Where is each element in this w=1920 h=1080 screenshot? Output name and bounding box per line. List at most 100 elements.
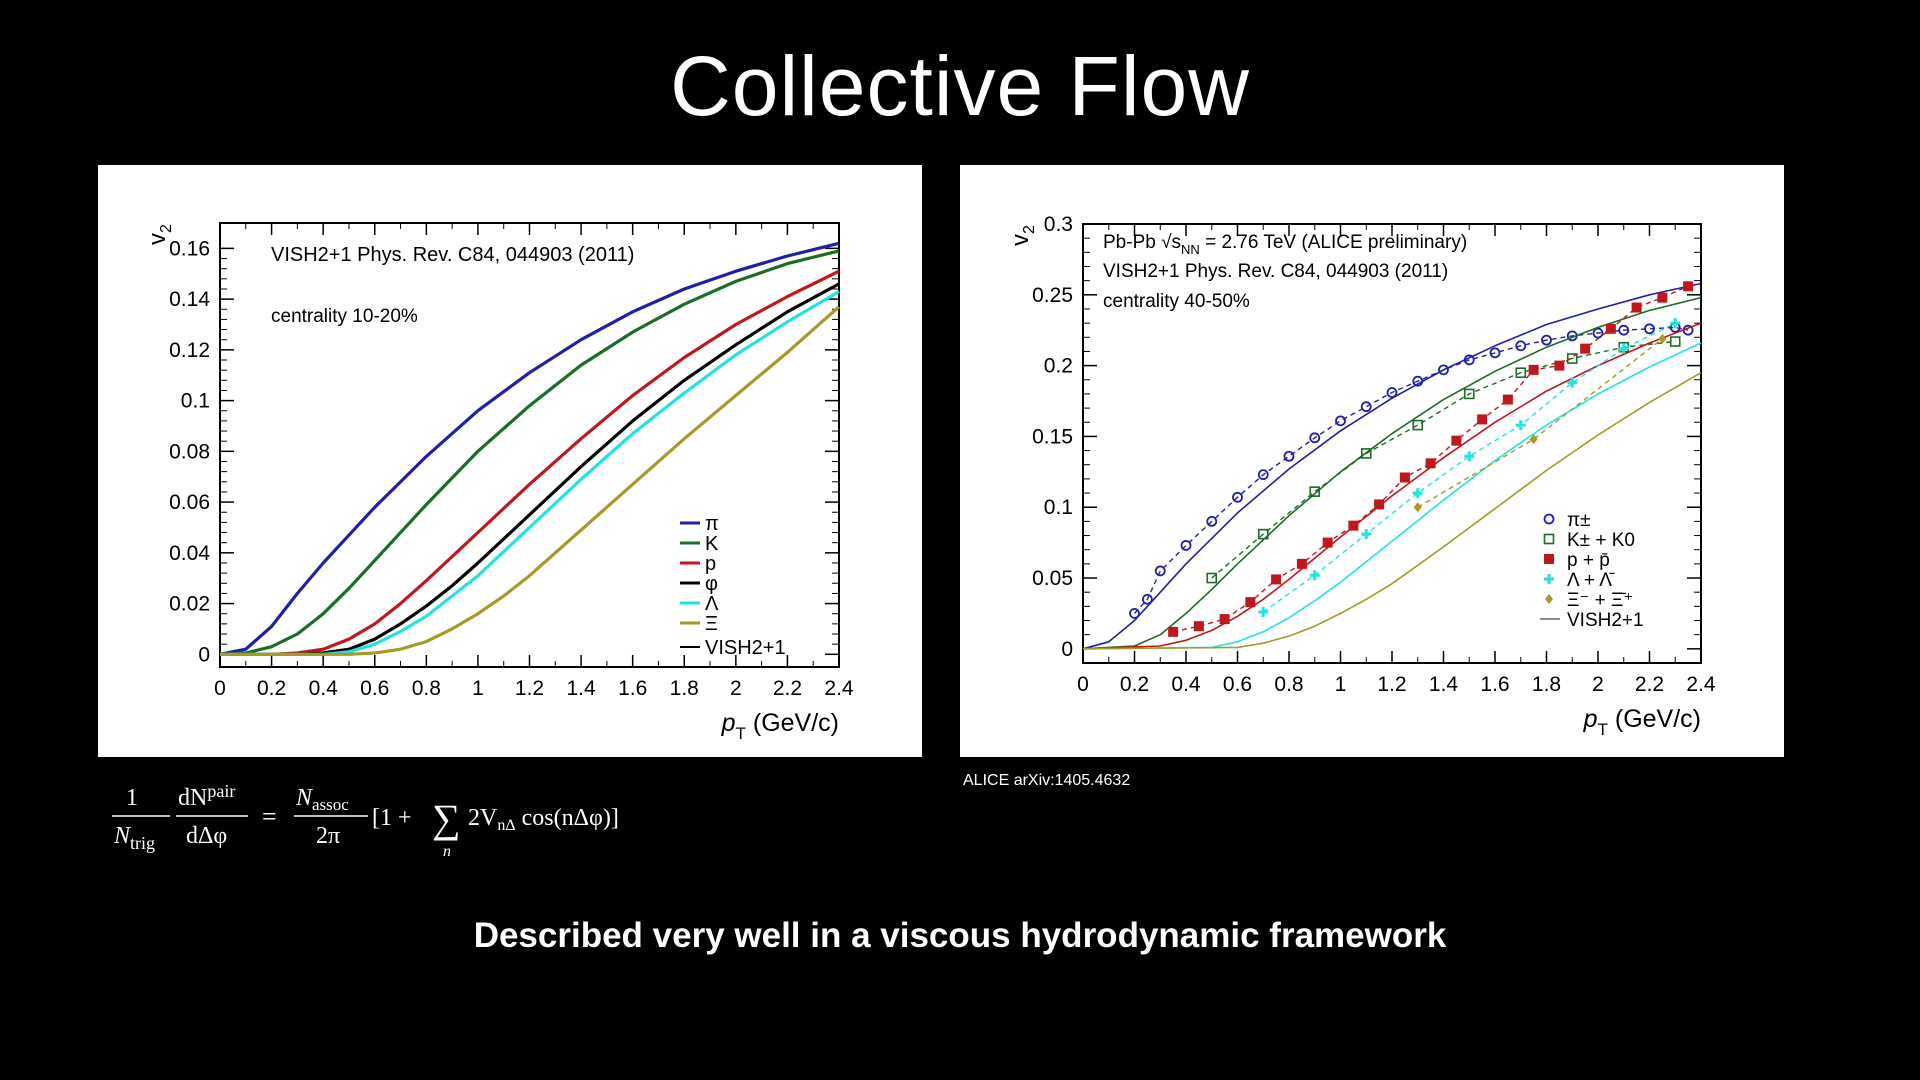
- right-data-point: [1412, 419, 1424, 431]
- left-annotation-reference: VISH2+1 Phys. Rev. C84, 044903 (2011): [271, 244, 634, 266]
- right-data-point: [1580, 343, 1591, 354]
- formula-rhs-num: Nassoc: [295, 785, 349, 814]
- right-x-tick-label: 1.6: [1480, 673, 1509, 696]
- right-data-point: [1374, 499, 1385, 510]
- right-x-tick-label: 0: [1077, 673, 1089, 696]
- formula-sum-index: n: [443, 843, 451, 860]
- right-data-point: [1515, 340, 1527, 352]
- right-data-point: [1567, 377, 1578, 388]
- left-x-tick-label: 0.4: [309, 677, 339, 700]
- left-x-tick-label: 1.2: [515, 677, 544, 700]
- right-data-point: [1541, 334, 1552, 346]
- left-x-tick-label: 1.4: [566, 677, 596, 700]
- formula-rhs-den: 2π: [316, 823, 340, 849]
- right-data-point: [1386, 387, 1398, 398]
- right-data-point: [1271, 574, 1282, 585]
- right-legend-label: p + p̄: [1567, 550, 1610, 571]
- right-data-point: [1592, 327, 1604, 339]
- right-data-point: [1670, 318, 1681, 329]
- right-y-tick-label: 0.2: [1044, 355, 1073, 378]
- right-data-point: [1309, 486, 1321, 497]
- left-y-axis-label: v2: [144, 224, 175, 245]
- formula-lhs-num-2: dNpair: [178, 781, 235, 811]
- right-data-point: [1296, 558, 1307, 569]
- left-legend-label: φ: [705, 573, 718, 595]
- left-y-tick-label: 0.1: [181, 390, 210, 413]
- left-x-tick-label: 0.8: [412, 677, 441, 700]
- left-x-tick-label: 0.6: [360, 677, 389, 700]
- right-data-point: [1245, 597, 1256, 608]
- right-data-point: [1360, 448, 1372, 459]
- right-data-point: [1232, 491, 1243, 503]
- left-series-line-K: [219, 249, 840, 656]
- left-y-tick-label: 0.04: [169, 542, 210, 565]
- right-data-point: [1618, 343, 1629, 354]
- right-data-point: [1464, 451, 1475, 462]
- formula-bracket-open: [1 +: [372, 805, 412, 831]
- right-data-point: [1683, 281, 1694, 292]
- formula-lhs-den-1: Ntrig: [113, 823, 155, 853]
- right-x-tick-label: 1.8: [1532, 673, 1561, 696]
- right-legend-marker: [1543, 513, 1555, 525]
- formula-term: 2VnΔ cos(nΔφ)]: [468, 805, 619, 834]
- right-data-point: [1129, 608, 1140, 619]
- left-series-line-Λ: [220, 290, 840, 656]
- right-data-point: [1206, 515, 1218, 527]
- left-y-tick-label: 0: [198, 643, 210, 666]
- right-data-point: [1348, 520, 1359, 531]
- right-legend-model-label: VISH2+1: [1567, 610, 1644, 631]
- right-data-trend-Ξ⁻ + Ξ̄⁺: [1417, 338, 1663, 508]
- right-data-point: [1219, 614, 1230, 625]
- right-legend-label: Ξ⁻ + Ξ̄⁺: [1567, 590, 1633, 611]
- right-x-axis-label: pT (GeV/c): [1583, 705, 1701, 739]
- left-y-tick-label: 0.02: [169, 593, 210, 616]
- right-data-point: [1335, 415, 1346, 427]
- left-chart-panel: 0 0.2 0.4 0.6 0.8 1 1.2 1.4 1.6 1.8 2 2.2 2.4 0 0.02 0.…: [98, 165, 922, 757]
- right-annotation-collision: Pb-Pb √sNN = 2.76 TeV (ALICE preliminary…: [1103, 232, 1467, 257]
- left-legend-label: π: [705, 513, 719, 535]
- right-data-point: [1489, 347, 1501, 359]
- right-x-tick-label: 0.6: [1223, 673, 1252, 696]
- right-data-point: [1463, 354, 1475, 366]
- right-data-point: [1193, 621, 1204, 632]
- right-data-point: [1361, 529, 1372, 540]
- right-data-point: [1631, 302, 1642, 313]
- right-data-point: [1309, 570, 1320, 581]
- right-data-point: [1412, 375, 1424, 387]
- right-data-point: [1554, 360, 1565, 371]
- slide-caption: Described very well in a viscous hydrody…: [473, 916, 1447, 955]
- right-data-point: [1141, 593, 1153, 605]
- right-data-point: [1502, 394, 1513, 405]
- right-data-point: [1669, 336, 1681, 347]
- right-model-curve-Λ + Λ̄: [1082, 342, 1702, 650]
- right-data-point: [1206, 572, 1218, 584]
- left-x-tick-label: 0: [214, 677, 226, 700]
- right-data-point: [1168, 626, 1179, 637]
- left-x-tick-label: 2: [730, 677, 742, 700]
- right-data-point: [1283, 450, 1295, 462]
- formula-equals: =: [262, 802, 277, 831]
- right-data-point: [1425, 458, 1436, 469]
- right-y-tick-label: 0.05: [1032, 567, 1073, 590]
- right-data-trend-K± + K0: [1211, 340, 1676, 579]
- right-x-tick-label: 0.4: [1171, 673, 1201, 696]
- formula-lhs-den-2: dΔφ: [186, 823, 227, 849]
- right-x-tick-label: 2: [1592, 673, 1604, 696]
- right-data-point: [1360, 401, 1372, 413]
- right-data-point: [1477, 414, 1488, 425]
- left-series-line-Ξ: [220, 305, 841, 656]
- right-data-point: [1618, 324, 1630, 336]
- right-data-point: [1413, 502, 1422, 513]
- left-y-tick-label: 0.12: [169, 339, 210, 362]
- right-annotation-centrality: centrality 40-50%: [1103, 291, 1250, 312]
- right-data-point: [1438, 364, 1449, 376]
- left-x-tick-label: 0.2: [257, 677, 286, 700]
- right-chart: 0 0.2 0.4 0.6 0.8 1 1.2 1.4 1.6 1.8 2 2.2 2.4 0 0.05 0.…: [1007, 213, 1716, 739]
- left-y-tick-label: 0.08: [169, 440, 210, 463]
- left-y-tick-label: 0.14: [169, 288, 210, 311]
- left-x-axis-label: pT (GeV/c): [721, 709, 839, 743]
- right-y-axis-label: v2: [1007, 225, 1038, 246]
- right-data-point: [1257, 528, 1269, 540]
- right-data-point: [1658, 333, 1667, 344]
- right-x-tick-label: 1.2: [1377, 673, 1406, 696]
